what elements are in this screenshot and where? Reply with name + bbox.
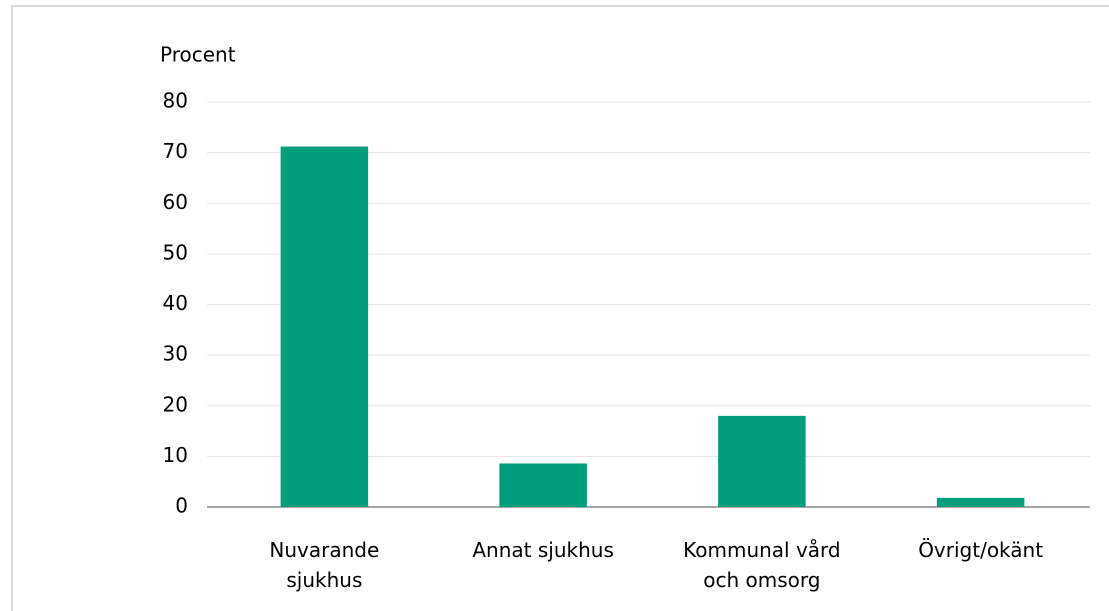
x-tick-label: Annat sjukhus <box>472 538 614 562</box>
frame <box>11 5 1109 611</box>
y-tick-label: 80 <box>163 89 188 113</box>
y-tick-label: 30 <box>163 342 188 366</box>
y-tick-label: 40 <box>163 291 188 315</box>
bar <box>936 497 1025 507</box>
y-tick-label: 10 <box>163 443 188 467</box>
bar <box>718 415 806 507</box>
x-tick-label: Nuvarande sjukhus <box>269 538 380 592</box>
bar <box>280 146 369 508</box>
y-tick-label: 70 <box>163 139 188 163</box>
y-tick-label: 0 <box>175 494 188 518</box>
y-tick-label: 60 <box>163 190 188 214</box>
bar <box>499 463 587 507</box>
x-tick-label: Övrigt/okänt <box>918 538 1044 562</box>
x-tick-label: Kommunal vård och omsorg <box>683 538 841 592</box>
y-tick-label: 20 <box>163 392 188 416</box>
y-tick-label: 50 <box>163 240 188 264</box>
y-axis-label: Procent <box>160 43 236 67</box>
